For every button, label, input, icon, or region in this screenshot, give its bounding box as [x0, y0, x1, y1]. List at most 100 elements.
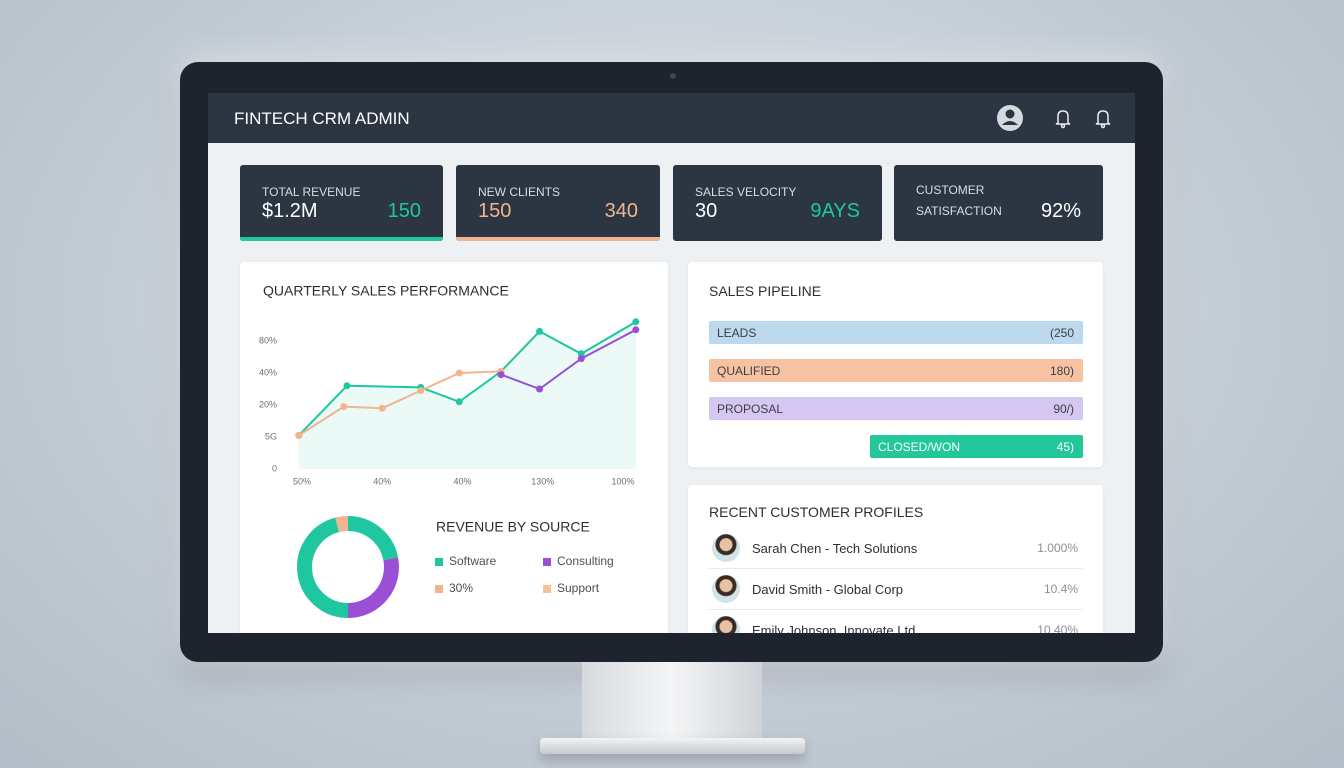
monitor-stand — [582, 662, 762, 742]
customer-value: 10.40% — [1037, 623, 1078, 633]
kpi-value: 30 — [695, 200, 718, 222]
customer-value: 10.4% — [1043, 582, 1078, 596]
kpi-card: TOTAL REVENUE $1.2M 150 — [240, 165, 443, 241]
kpi-card: CUSTOMER SATISFACTION 92% — [894, 165, 1103, 241]
legend-swatch — [435, 585, 443, 593]
chart-title: QUARTERLY SALES PERFORMANCE — [263, 283, 509, 299]
legend-label: Software — [449, 554, 497, 568]
bell-icon[interactable] — [1095, 110, 1111, 129]
customer-row: Sarah Chen - Tech Solutions 1.000% — [708, 528, 1083, 569]
y-tick-label: 0 — [272, 463, 277, 473]
point — [536, 327, 544, 335]
point — [343, 382, 351, 390]
line — [298, 320, 637, 437]
donut-slice — [335, 516, 349, 533]
charts-panel: QUARTERLY SALES PERFORMANCE 0 5G 20% 40% 80% 5… — [240, 262, 668, 633]
top-bar: FINTECH CRM ADMIN — [208, 93, 1135, 143]
legend-label: 30% — [449, 581, 473, 595]
app-title: FINTECH CRM ADMIN — [234, 109, 410, 128]
legend-label: Consulting — [557, 554, 614, 568]
point — [455, 398, 463, 406]
avatar — [712, 534, 740, 562]
point — [340, 403, 348, 411]
point — [632, 318, 640, 326]
stage-value: 90/) — [1053, 402, 1074, 416]
point — [455, 369, 463, 377]
customer-name: Emily Johnson, Innovate Ltd — [752, 623, 916, 633]
kpi-value: 92% — [1040, 200, 1081, 222]
panel-title: RECENT CUSTOMER PROFILES — [709, 504, 924, 520]
legend-label: Support — [557, 581, 600, 595]
kpi-label: NEW CLIENTS — [478, 185, 561, 199]
chart-title: REVENUE BY SOURCE — [436, 519, 590, 535]
kpi-secondary: 340 — [604, 200, 638, 222]
point — [295, 431, 303, 439]
screen: FINTECH CRM ADMIN QUARTERLY SALES PERFOR… — [208, 93, 1135, 633]
separator — [708, 568, 1083, 569]
donut-slice — [347, 516, 399, 561]
pipeline-bar: LEADS (250 — [709, 321, 1083, 344]
kpi-card: NEW CLIENTS 150 340 — [456, 165, 660, 241]
line — [298, 370, 502, 437]
point — [632, 326, 640, 334]
y-tick-label: 5G — [265, 431, 277, 441]
card-stripe — [240, 237, 443, 241]
legend-swatch — [543, 585, 551, 593]
kpi-secondary: 150 — [387, 200, 421, 222]
stage-label: CLOSED/WON — [878, 440, 961, 454]
donut-slice — [297, 517, 349, 618]
x-tick-label: 40% — [453, 476, 471, 486]
customer-name: David Smith - Global Corp — [752, 582, 903, 597]
donut-slice — [347, 557, 399, 618]
customers-panel: RECENT CUSTOMER PROFILES Sarah Chen - Te… — [688, 485, 1103, 633]
point — [417, 387, 425, 395]
avatar — [712, 575, 740, 603]
customer-row: Emily Johnson, Innovate Ltd 10.40% — [708, 610, 1083, 633]
legend-swatch — [543, 558, 551, 566]
x-tick-label: 130% — [531, 476, 554, 486]
y-tick-label: 20% — [259, 399, 277, 409]
monitor-base — [540, 738, 805, 754]
stage-value: 180) — [1049, 364, 1074, 378]
kpi-label: CUSTOMER SATISFACTION — [916, 183, 1002, 218]
point — [497, 371, 505, 379]
kpi-value: $1.2M — [262, 200, 318, 222]
pipeline-bar: QUALIFIED 180) — [709, 359, 1083, 382]
separator — [708, 609, 1083, 610]
avatar — [712, 616, 740, 633]
customer-value: 1.000% — [1037, 541, 1078, 555]
charts: QUARTERLY SALES PERFORMANCE 0 5G 20% 40% 80% 5… — [259, 283, 640, 618]
customer-row: David Smith - Global Corp 10.4% — [708, 569, 1083, 610]
pipeline-bar: CLOSED/WON 45) — [870, 435, 1083, 458]
kpi-secondary: 9AYS — [810, 200, 860, 222]
kpi-label: TOTAL REVENUE — [262, 185, 361, 199]
point — [536, 385, 544, 393]
customer-name: Sarah Chen - Tech Solutions — [752, 541, 918, 556]
point — [378, 404, 386, 412]
kpi-card: SALES VELOCITY 30 9AYS — [673, 165, 882, 241]
camera — [670, 73, 676, 79]
stage-value: 45) — [1056, 440, 1074, 454]
stage-label: LEADS — [717, 326, 757, 340]
stage-label: PROPOSAL — [717, 402, 784, 416]
panel-title: SALES PIPELINE — [709, 283, 822, 299]
header-icons — [997, 105, 1111, 131]
kpi-label: SALES VELOCITY — [695, 185, 797, 199]
point — [577, 350, 585, 358]
y-tick-label: 80% — [259, 335, 277, 345]
x-tick-label: 50% — [293, 476, 311, 486]
pipeline-bar: PROPOSAL 90/) — [709, 397, 1083, 420]
kpi-value: 150 — [478, 200, 512, 222]
line — [500, 328, 637, 391]
stage-label: QUALIFIED — [717, 364, 781, 378]
legend-swatch — [435, 558, 443, 566]
area — [298, 321, 636, 469]
y-tick-label: 40% — [259, 367, 277, 377]
x-tick-label: 40% — [373, 476, 391, 486]
stage-value: (250 — [1049, 326, 1074, 340]
point — [577, 355, 585, 363]
bell-icon[interactable] — [1055, 110, 1071, 129]
card-stripe — [456, 237, 660, 241]
user-icon[interactable] — [997, 105, 1023, 131]
